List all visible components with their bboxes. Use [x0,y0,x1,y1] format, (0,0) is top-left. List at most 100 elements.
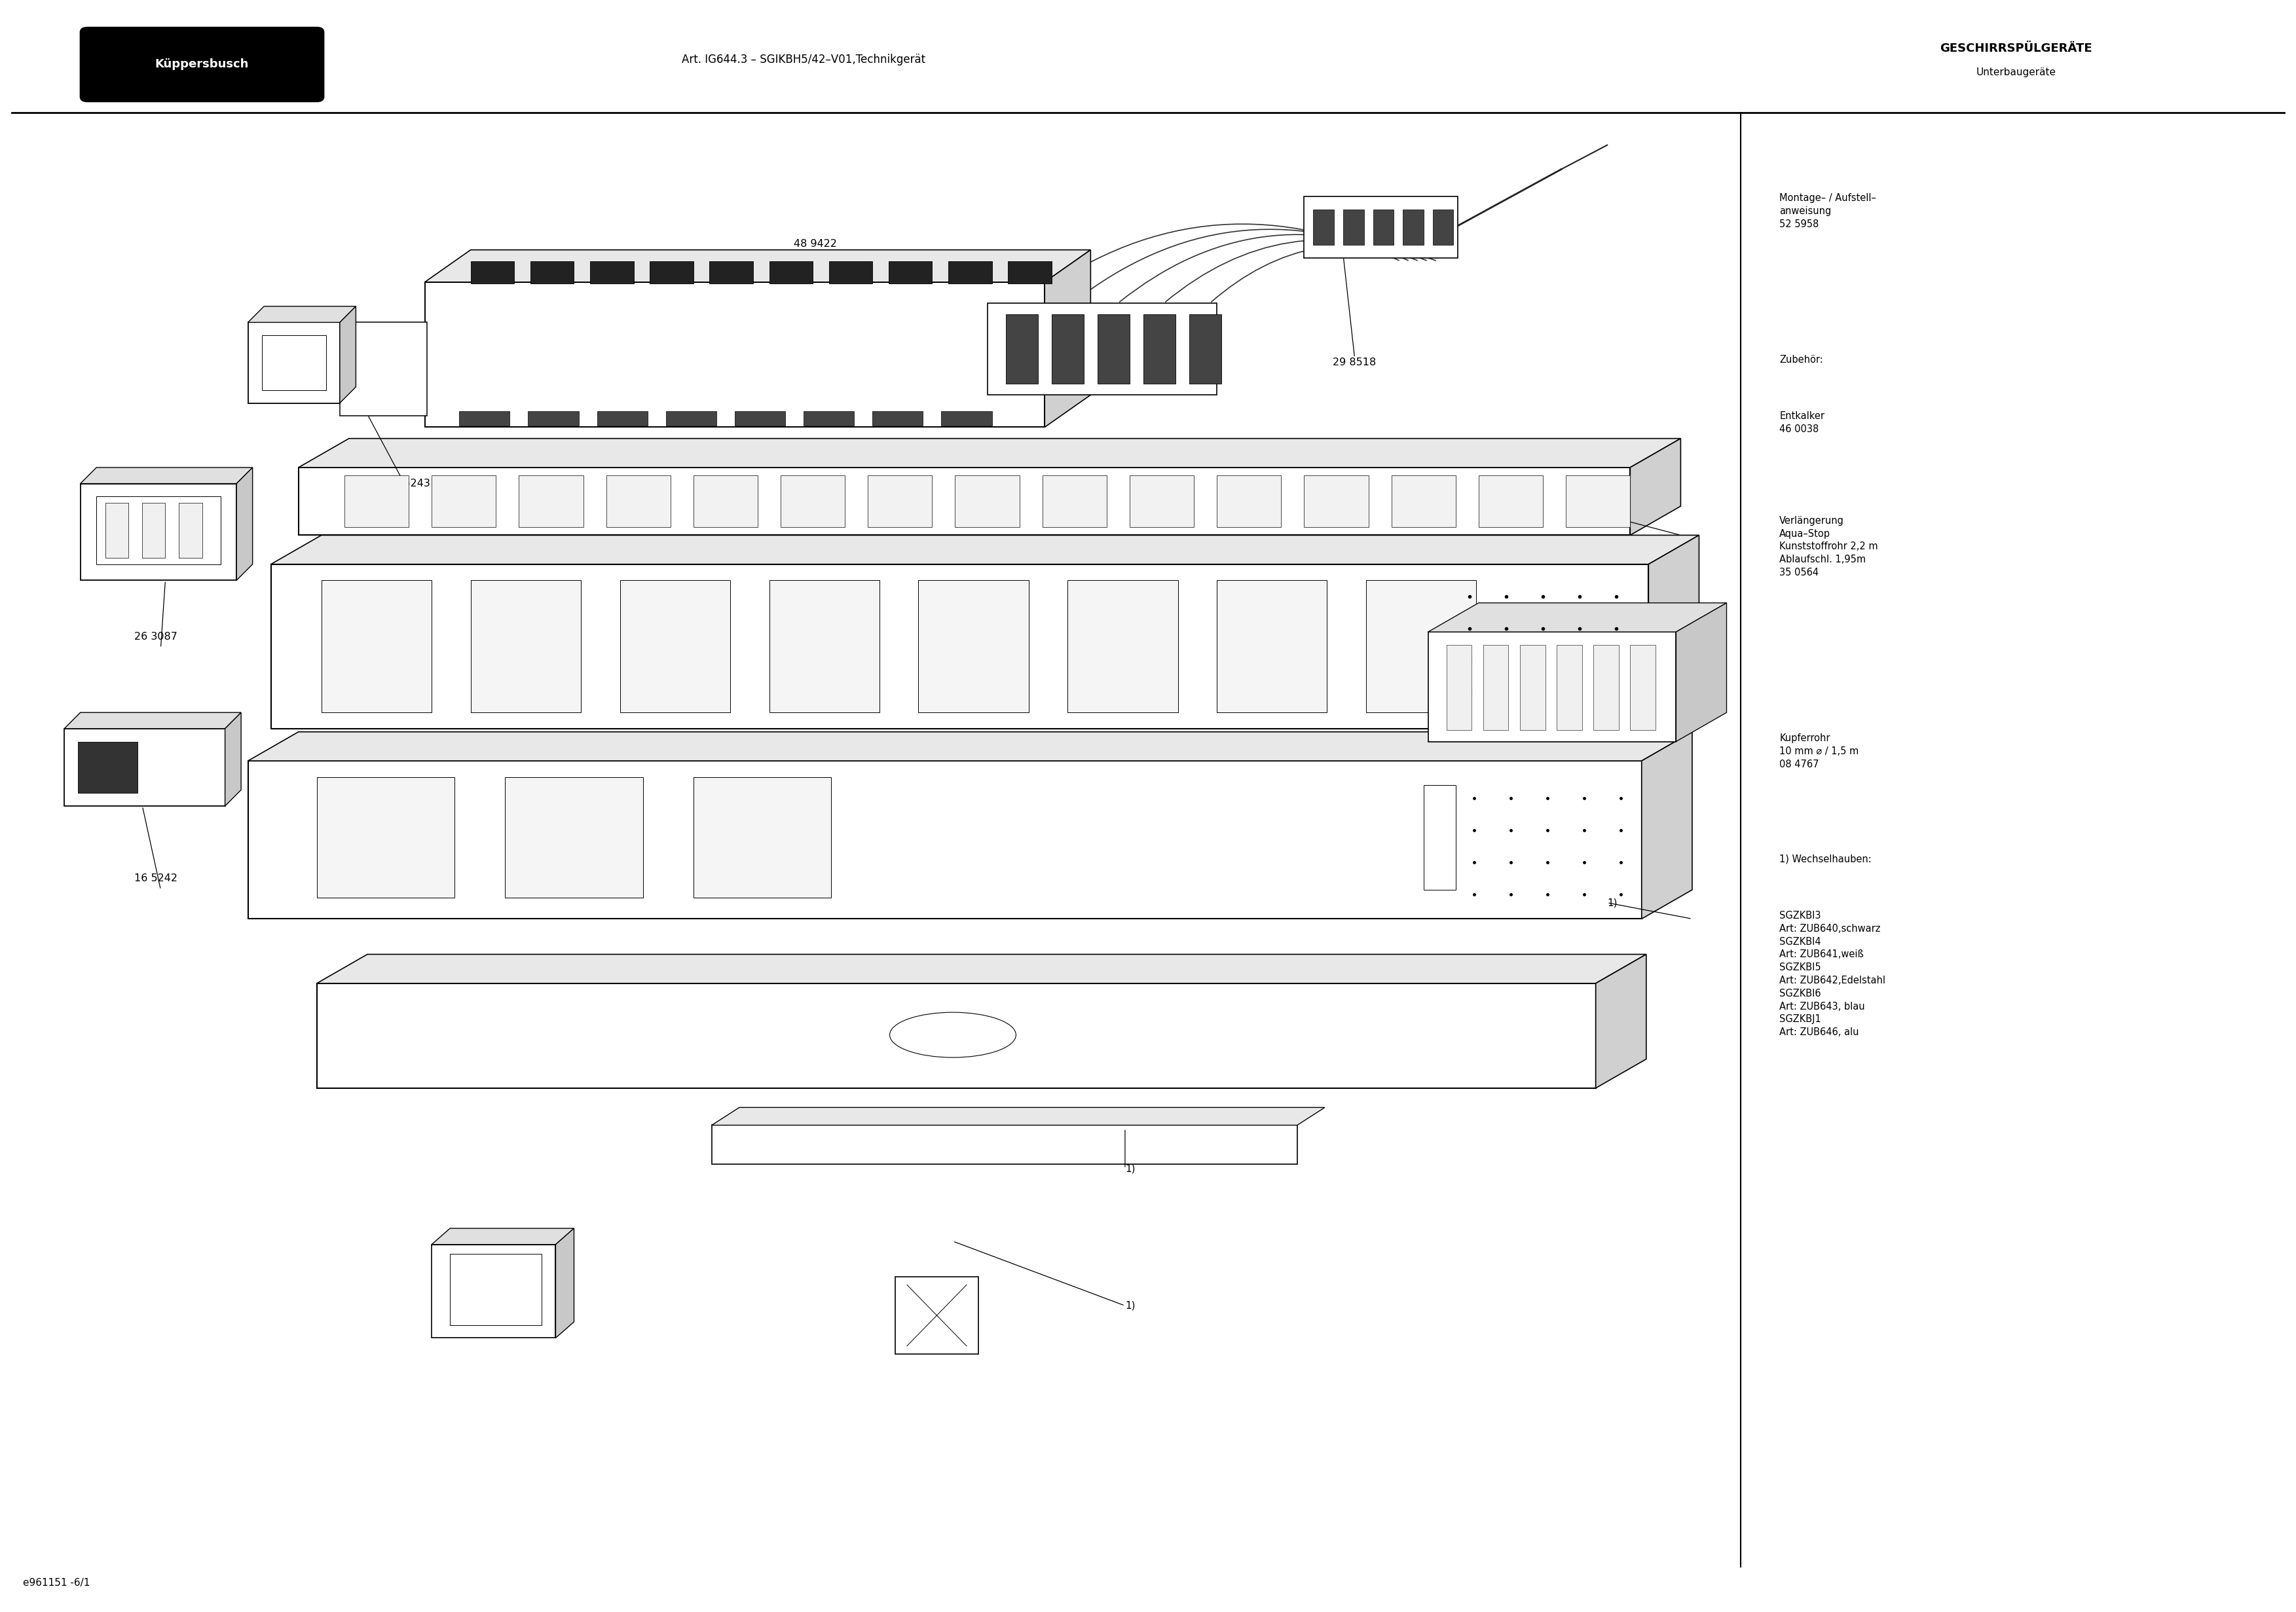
Polygon shape [248,322,340,403]
Polygon shape [248,761,1642,919]
Polygon shape [1304,197,1458,258]
Polygon shape [1045,250,1091,427]
Polygon shape [1593,645,1619,730]
Polygon shape [781,476,845,527]
Polygon shape [262,335,326,390]
Text: 29 8518: 29 8518 [1334,358,1375,368]
Polygon shape [666,411,716,426]
Polygon shape [321,580,432,713]
Polygon shape [459,411,510,426]
Polygon shape [804,411,854,426]
Text: 16 5242: 16 5242 [135,874,177,883]
Polygon shape [248,732,1692,761]
Polygon shape [895,1277,978,1354]
Polygon shape [64,729,225,806]
Text: 48 9422
kompl.: 48 9422 kompl. [794,239,836,261]
Polygon shape [1557,645,1582,730]
Polygon shape [1097,314,1130,384]
Polygon shape [298,467,1630,535]
Polygon shape [1649,535,1699,729]
Polygon shape [1217,476,1281,527]
Polygon shape [142,503,165,558]
Polygon shape [1143,314,1176,384]
Text: e961151 -6/1: e961151 -6/1 [23,1578,90,1588]
Polygon shape [317,777,455,898]
Polygon shape [1446,645,1472,730]
Text: 48 0937
Set: 48 0937 Set [1047,327,1088,350]
Polygon shape [868,476,932,527]
Text: 1): 1) [1125,1164,1134,1174]
Polygon shape [1366,580,1476,713]
Polygon shape [1373,210,1394,245]
Polygon shape [1424,785,1456,890]
Polygon shape [519,476,583,527]
Polygon shape [96,496,220,564]
Polygon shape [709,261,753,284]
Polygon shape [78,742,138,793]
Polygon shape [179,503,202,558]
Polygon shape [340,322,427,416]
Polygon shape [769,580,879,713]
Polygon shape [298,438,1681,467]
Text: GESCHIRRSPÜLGERÄTE: GESCHIRRSPÜLGERÄTE [1940,42,2092,55]
Text: SGZKBI3
Art: ZUB640,schwarz
SGZKBI4
Art: ZUB641,weiß
SGZKBI5
Art: ZUB642,Edelsta: SGZKBI3 Art: ZUB640,schwarz SGZKBI4 Art:… [1779,911,1885,1037]
Polygon shape [236,467,253,580]
Polygon shape [1479,476,1543,527]
Polygon shape [1391,476,1456,527]
Polygon shape [1403,210,1424,245]
Polygon shape [1008,261,1052,284]
Text: Küppersbusch: Küppersbusch [156,58,248,71]
Polygon shape [872,411,923,426]
Polygon shape [1596,954,1646,1088]
Polygon shape [317,983,1596,1088]
Polygon shape [425,250,1091,282]
Polygon shape [1343,210,1364,245]
Polygon shape [693,777,831,898]
Polygon shape [590,261,634,284]
Polygon shape [1428,632,1676,742]
Polygon shape [432,476,496,527]
Text: Zubehör:: Zubehör: [1779,355,1823,364]
Polygon shape [505,777,643,898]
Polygon shape [829,261,872,284]
Polygon shape [340,306,356,403]
Text: Art. IG644.3 – SGIKBH5/42–V01,Technikgerät: Art. IG644.3 – SGIKBH5/42–V01,Technikger… [682,53,925,66]
Polygon shape [530,261,574,284]
Polygon shape [693,476,758,527]
Polygon shape [948,261,992,284]
Polygon shape [271,564,1649,729]
Polygon shape [889,261,932,284]
Polygon shape [1520,645,1545,730]
Polygon shape [712,1125,1297,1164]
Polygon shape [918,580,1029,713]
Polygon shape [556,1228,574,1338]
Polygon shape [432,1244,556,1338]
Polygon shape [1566,476,1630,527]
Text: 1): 1) [1125,1301,1134,1311]
Polygon shape [271,535,1699,564]
Polygon shape [650,261,693,284]
Polygon shape [225,713,241,806]
Polygon shape [1006,314,1038,384]
Polygon shape [1630,438,1681,535]
Polygon shape [471,261,514,284]
Polygon shape [317,954,1646,983]
Text: Entkalker
46 0038: Entkalker 46 0038 [1779,411,1825,434]
Polygon shape [987,303,1217,395]
Text: Montage– / Aufstell–
anweisung
52 5958: Montage– / Aufstell– anweisung 52 5958 [1779,193,1876,229]
Polygon shape [597,411,647,426]
Polygon shape [1042,476,1107,527]
Polygon shape [471,580,581,713]
Polygon shape [1483,645,1508,730]
Polygon shape [955,476,1019,527]
Polygon shape [769,261,813,284]
Polygon shape [80,484,236,580]
Polygon shape [606,476,670,527]
Text: 1): 1) [1607,680,1616,690]
Polygon shape [1630,645,1655,730]
Text: 1): 1) [1607,511,1616,521]
Polygon shape [64,713,241,729]
Text: Kupferrohr
10 mm ⌀ / 1,5 m
08 4767: Kupferrohr 10 mm ⌀ / 1,5 m 08 4767 [1779,733,1860,769]
Polygon shape [344,476,409,527]
Text: 26 3087: 26 3087 [135,632,177,642]
